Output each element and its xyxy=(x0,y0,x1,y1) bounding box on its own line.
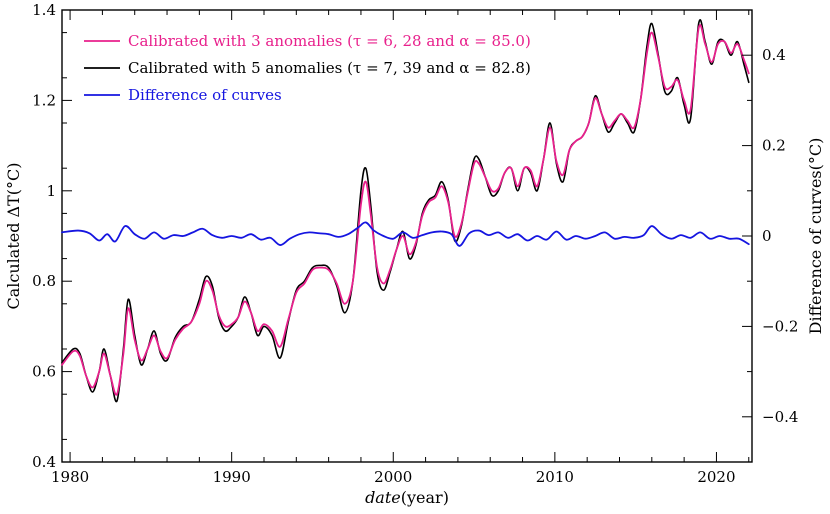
tick-layer: 1980 1990 2000 2010 2020 0.4 0.6 0.8 1 1.2 1.4 −0.4… xyxy=(32,1,798,486)
y-left-tick-label: 1.4 xyxy=(32,1,56,19)
y-right-tick-label: −0.4 xyxy=(762,408,798,426)
series-line-difference xyxy=(61,221,750,247)
y-right-tick-label: 0 xyxy=(762,227,772,245)
y-left-tick-label: 0.8 xyxy=(32,272,56,290)
x-tick-label: 2010 xyxy=(536,468,574,486)
legend-entry-3-anomalies: Calibrated with 3 anomalies (τ = 6, 28 a… xyxy=(128,32,531,50)
x-axis-label-unit: (year) xyxy=(401,488,449,507)
legend: Calibrated with 3 anomalies (τ = 6, 28 a… xyxy=(84,32,531,104)
y-right-tick-label: 0.4 xyxy=(762,46,786,64)
x-tick-label: 2000 xyxy=(374,468,412,486)
legend-entry-5-anomalies: Calibrated with 5 anomalies (τ = 7, 39 a… xyxy=(128,59,531,77)
x-axis-label-italic: date xyxy=(365,488,401,507)
legend-entry-difference: Difference of curves xyxy=(128,86,282,104)
y-right-tick-label: −0.2 xyxy=(762,317,798,335)
x-tick-label: 1990 xyxy=(213,468,251,486)
series-layer xyxy=(61,19,750,403)
y-right-tick-label: 0.2 xyxy=(762,137,786,155)
y-axis-label-right: Difference of curves(°C) xyxy=(806,138,825,335)
y-left-tick-label: 0.6 xyxy=(32,363,56,381)
y-left-tick-label: 1 xyxy=(46,182,56,200)
plot-area xyxy=(61,9,753,463)
series-line-3-anomalies xyxy=(61,24,750,396)
x-tick-label: 1980 xyxy=(51,468,89,486)
y-left-tick-label: 1.2 xyxy=(32,91,56,109)
x-tick-label: 2020 xyxy=(697,468,735,486)
series-line-5-anomalies xyxy=(61,19,750,403)
x-axis-label: date(year) xyxy=(365,488,449,507)
y-left-tick-label: 0.4 xyxy=(32,453,56,471)
y-axis-label-left: Calculated ΔT(°C) xyxy=(4,163,23,310)
